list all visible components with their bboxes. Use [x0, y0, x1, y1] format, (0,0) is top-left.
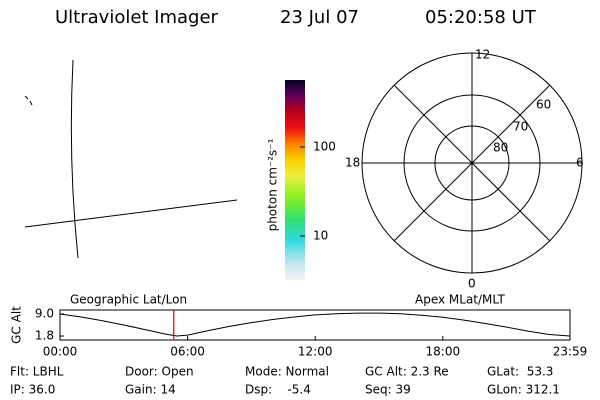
- instrument: Ultraviolet Imager: [55, 7, 219, 28]
- info-field: Dsp: -5.4: [245, 383, 311, 397]
- info-field: Seq: 39: [365, 383, 411, 397]
- info-field: IP: 36.0: [10, 383, 55, 397]
- y-tick-label: 1.8: [35, 329, 54, 343]
- geo-panel: [24, 59, 238, 259]
- time: 05:20:58 UT: [425, 7, 537, 28]
- hour-label: 0: [468, 277, 476, 291]
- y-tick-label: 9.0: [35, 306, 54, 320]
- coast-fragment: [24, 95, 33, 106]
- x-tick-label: 18:00: [426, 345, 461, 359]
- annotation: Geographic Lat/Lon: [70, 293, 187, 307]
- parallel: [24, 199, 238, 228]
- y-axis-label: GC Alt: [10, 306, 24, 344]
- hour-label: 6: [576, 156, 584, 170]
- info-field: Gain: 14: [125, 383, 176, 397]
- date: 23 Jul 07: [280, 7, 359, 28]
- altitude-line: [59, 312, 571, 337]
- colorbar: [285, 80, 305, 280]
- info-field: GC Alt: 2.3 Re: [365, 365, 449, 379]
- info-field: GLon: 312.1: [487, 383, 560, 397]
- spoke: [393, 84, 551, 242]
- colorbar-unit: photon cm⁻²s⁻¹: [266, 138, 280, 231]
- info-field: Door: Open: [125, 365, 194, 379]
- polar-plot: 80 70 60 12 18 6 0: [345, 48, 584, 291]
- colorbar-label: 10: [313, 229, 328, 243]
- x-tick-label: 06:00: [170, 345, 205, 359]
- annotation: Apex MLat/MLT: [415, 293, 505, 307]
- x-tick-label: 12:00: [298, 345, 333, 359]
- info-field: Mode: Normal: [245, 365, 329, 379]
- info-field: Flt: LBHL: [10, 365, 64, 379]
- ring-label: 70: [513, 120, 528, 134]
- info-field: GLat: 53.3: [487, 365, 553, 379]
- meridian: [70, 59, 79, 259]
- x-tick-label: 23:59: [553, 345, 588, 359]
- colorbar-label: 100: [313, 140, 336, 154]
- x-tick-label: 00:00: [43, 345, 78, 359]
- hour-label: 12: [475, 48, 490, 62]
- ring-label: 80: [493, 141, 508, 155]
- ring-label: 60: [536, 98, 551, 112]
- hour-label: 18: [345, 156, 360, 170]
